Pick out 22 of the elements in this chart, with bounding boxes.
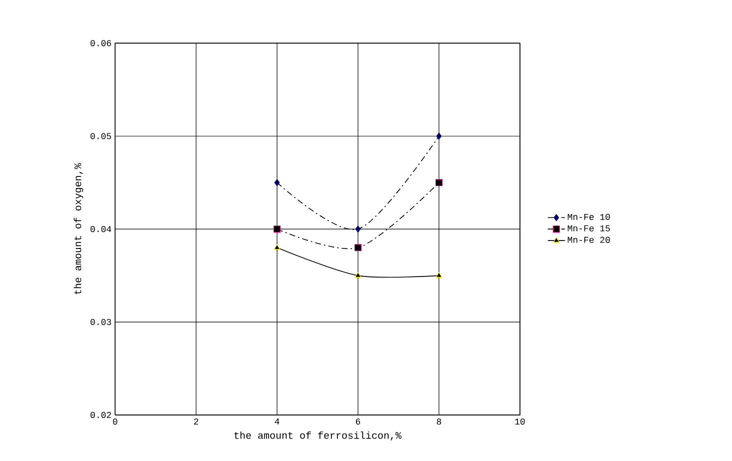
y-tick-label: 0.02	[90, 412, 111, 418]
x-tick-label: 8	[436, 418, 442, 425]
x-tick-label: 6	[356, 418, 360, 425]
y-tick-label: 0.06	[90, 40, 112, 46]
point	[354, 272, 362, 278]
y-tick-label: 0.03	[90, 318, 112, 326]
point	[354, 244, 362, 252]
x-tick-label: 0	[112, 418, 118, 425]
point	[435, 179, 442, 186]
legend-label: Mn-Fe 10	[568, 214, 610, 220]
point	[274, 226, 281, 233]
legend-label: Mn-Fe 20	[568, 236, 610, 243]
y-tick-label: 0.05	[90, 133, 112, 140]
x-tick-label: 10	[515, 418, 525, 425]
x-axis-title: the amount of ferrosilicon,%	[234, 431, 402, 440]
point	[274, 244, 280, 250]
y-tick-label: 0.04	[90, 226, 112, 232]
y-axis-title: the amount of oxygen,%	[74, 163, 84, 294]
legend-label: Mn-Fe 15	[568, 225, 610, 232]
point	[436, 272, 442, 278]
x-tick-label: 2	[194, 418, 198, 424]
x-tick-label: 4	[274, 418, 280, 424]
